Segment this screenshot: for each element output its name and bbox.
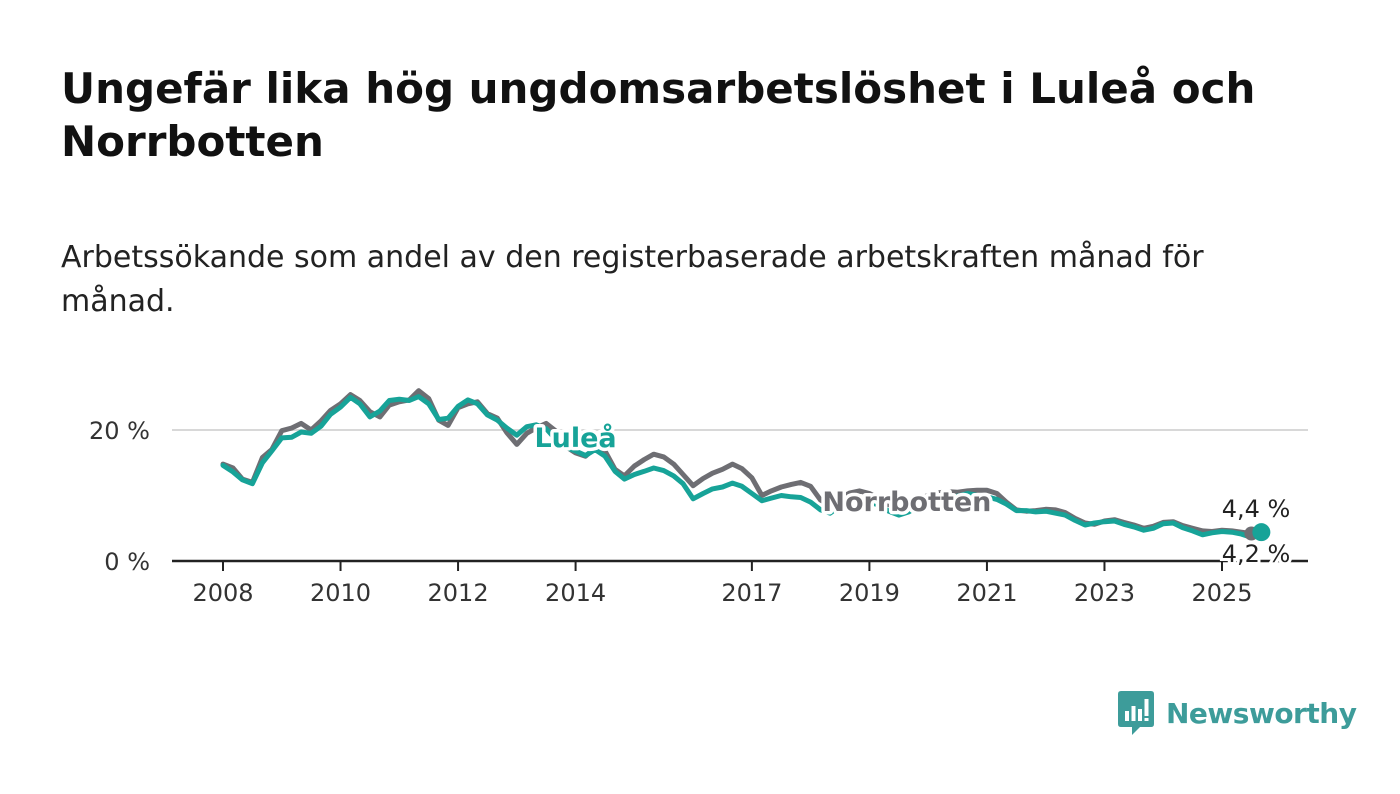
chart-subtitle: Arbetssökande som andel av den registerb… [61,240,1204,319]
x-axis-ticks: 2008 2010 2012 2014 2017 2019 2021 2023 2025 [192,561,1253,607]
x-tick-label: 2014 [545,579,606,607]
end-markers: 4,4 % 4,2 % [1219,492,1294,571]
end-marker-lulea [1252,523,1271,542]
x-tick-label: 2008 [192,579,253,607]
x-tick-label: 2017 [721,579,782,607]
end-value-label-norrbotten: 4,2 % [1222,540,1291,568]
series-line-lulea [220,394,1264,540]
newsworthy-logo-icon [1118,691,1154,735]
x-tick-label: 2021 [956,579,1017,607]
brand-logo: Newsworthy [1118,690,1357,736]
line-chart: 0 % 20 % 2008 2010 2012 2014 2017 2019 2021 2023… [89,388,1308,607]
x-tick-label: 2019 [839,579,900,607]
y-tick-label: 0 % [104,548,150,576]
end-value-label-lulea: 4,4 % [1222,495,1291,523]
x-tick-label: 2025 [1191,579,1252,607]
x-tick-label: 2023 [1074,579,1135,607]
series-labels: Luleå Norrbotten [531,418,995,521]
brand-name: Newsworthy [1166,696,1357,730]
x-tick-label: 2010 [310,579,371,607]
chart-title: Ungefär lika hög ungdomsarbetslöshet i L… [61,64,1256,166]
series-label-norrbotten: Norrbotten [822,487,991,518]
series-lines [220,388,1264,540]
y-axis-ticks: 0 % 20 % [89,417,150,576]
y-tick-label: 20 % [89,417,150,445]
series-label-lulea: Luleå [534,422,616,454]
x-tick-label: 2012 [428,579,489,607]
